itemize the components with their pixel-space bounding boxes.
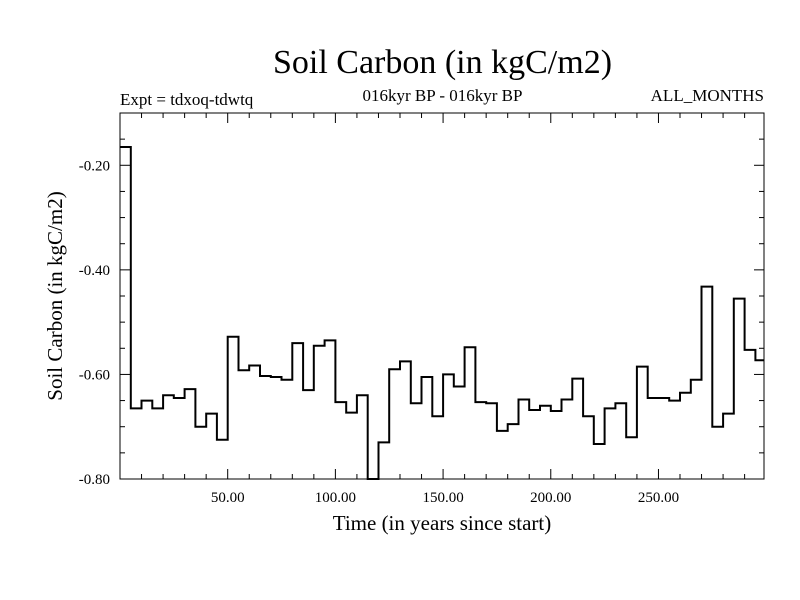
period-subtitle: 016kyr BP - 016kyr BP — [362, 86, 523, 105]
x-tick-label: 200.00 — [530, 490, 571, 506]
x-axis-label: Time (in years since start) — [333, 511, 552, 535]
y-tick-label: -0.80 — [79, 472, 110, 488]
y-tick-label: -0.40 — [79, 263, 110, 279]
x-tick-label: 50.00 — [211, 490, 245, 506]
y-axis-label: Soil Carbon (in kgC/m2) — [43, 191, 67, 400]
axis-ticks — [120, 113, 764, 480]
series-line — [120, 146, 764, 480]
y-tick-label: -0.20 — [79, 158, 110, 174]
experiment-label: Expt = tdxoq-tdwtq — [120, 90, 254, 109]
tick-labels: 50.00 100.00 150.00 200.00 250.00 -0.20 -0.40 -… — [79, 158, 679, 506]
x-tick-label: 100.00 — [315, 490, 356, 506]
x-tick-label: 250.00 — [638, 490, 679, 506]
chart-title: Soil Carbon (in kgC/m2) — [272, 44, 613, 81]
y-tick-label: -0.60 — [79, 367, 110, 383]
months-label: ALL_MONTHS — [650, 86, 764, 105]
x-tick-label: 150.00 — [422, 490, 463, 506]
